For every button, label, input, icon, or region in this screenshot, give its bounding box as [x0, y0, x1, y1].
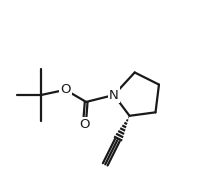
Text: O: O: [60, 83, 70, 96]
Text: O: O: [79, 118, 89, 131]
Text: N: N: [109, 89, 118, 101]
